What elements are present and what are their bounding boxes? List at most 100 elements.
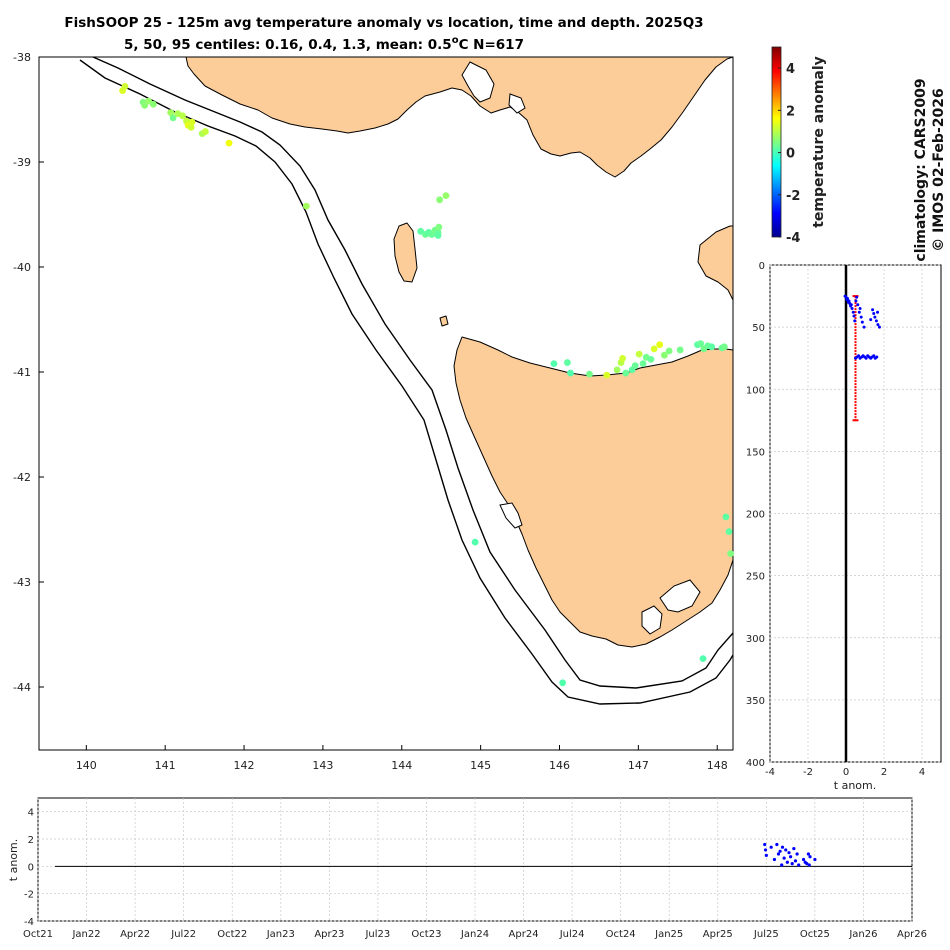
time-data-point	[797, 863, 801, 867]
map-data-point	[471, 538, 479, 546]
map-data-point	[550, 360, 558, 367]
depth-ytick-label: 250	[746, 572, 765, 583]
victoria-land	[185, 57, 733, 178]
map-data-point	[665, 347, 673, 355]
map-ytick-label: -42	[13, 471, 31, 484]
depth-ytick-label: 200	[746, 510, 765, 521]
depth-profile-panel: -4 -2 0 2 4 0 50 100 150 200 250 300 350 400 t anom.	[746, 261, 942, 792]
time-data-point	[792, 846, 796, 851]
depth-data-point	[859, 315, 863, 319]
depth-data-point	[855, 295, 859, 299]
map-data-point	[631, 362, 639, 370]
time-ytick-label: -2	[24, 890, 34, 901]
time-xtick-label: Oct21	[23, 929, 53, 940]
map-data-point	[676, 346, 684, 354]
time-xtick-label: Jul25	[753, 929, 779, 940]
time-series-panel: Oct21 Jan22 Apr22 Jul22 Oct22 Jan23 Apr23 Jul23…	[7, 797, 927, 940]
map-data-point	[436, 196, 444, 204]
chart-title-line1: FishSOOP 25 - 125m avg temperature anoma…	[64, 15, 703, 31]
colorbar-label: temperature anomaly	[811, 56, 827, 228]
depth-data-point	[862, 325, 866, 329]
chart-title-centiles: 5, 50, 95 centiles: 0.16, 0.4, 1.3, mean…	[124, 37, 452, 53]
time-data-point	[789, 855, 793, 859]
map-data-point	[302, 202, 310, 210]
time-data-point	[790, 862, 794, 866]
depth-ytick-label: 0	[759, 261, 765, 272]
map-data-point	[442, 192, 450, 200]
time-data-point	[769, 845, 773, 849]
map-ytick-label: -41	[13, 366, 31, 379]
time-xtick-label: Jan26	[848, 929, 877, 940]
chart-title-line2: 5, 50, 95 centiles: 0.16, 0.4, 1.3, mean…	[124, 35, 524, 53]
map-frame	[38, 56, 734, 751]
time-xtick-label: Oct22	[217, 929, 247, 940]
map-xtick-label: 146	[549, 759, 570, 772]
colorbar: -4 -2 0 2 4 temperature anomaly	[771, 46, 827, 246]
map-axes: 140 141 142 143 144 145 146 147 148 -38 -39 -40 -41 -…	[13, 51, 728, 772]
map-xtick-label: 144	[391, 759, 412, 772]
depth-ytick-label: 50	[752, 323, 765, 334]
time-xtick-label: Oct25	[800, 929, 830, 940]
depth-data-point	[872, 311, 876, 315]
storm-bay	[659, 579, 701, 613]
time-data-point	[806, 852, 811, 856]
map-data-point	[149, 100, 157, 108]
time-data-point	[805, 862, 809, 866]
time-xtick-label: Apr23	[314, 929, 344, 940]
map-data-point	[563, 359, 571, 366]
map-data-point	[619, 354, 626, 362]
western-port	[508, 93, 526, 114]
depth-profile-marks	[843, 265, 881, 762]
depth-xtick-label: 4	[919, 767, 925, 778]
time-series-marks	[55, 842, 912, 867]
map-data-point	[567, 369, 574, 377]
map-data-point	[708, 343, 716, 351]
isobath-200m	[92, 57, 733, 689]
depth-data-point	[876, 323, 880, 327]
depth-ytick-label: 350	[746, 696, 765, 707]
time-xtick-label: Jul22	[170, 929, 196, 940]
map-data-point	[639, 360, 647, 367]
depth-data-point	[877, 325, 881, 329]
map-xtick-label: 145	[470, 759, 491, 772]
map-data-point	[167, 109, 175, 117]
time-xtick-label: Oct24	[606, 929, 636, 940]
map-data-point	[586, 370, 593, 378]
map-data-point	[635, 350, 643, 358]
map-data-point	[188, 118, 196, 126]
chart-title-degree-sup: o	[452, 35, 459, 46]
dentrecasteaux-channel	[641, 605, 663, 635]
time-xtick-label: Jan25	[654, 929, 683, 940]
depth-data-point	[847, 299, 851, 303]
time-data-point	[807, 863, 811, 867]
map-data-point	[613, 366, 621, 374]
depth-xtick-label: 0	[843, 767, 849, 778]
depth-data-point	[872, 354, 876, 358]
depth-ytick-label: 400	[746, 758, 765, 769]
map-data-point	[169, 114, 177, 122]
map-xtick-label: 143	[312, 759, 333, 772]
time-data-point	[801, 857, 806, 862]
map-data-point	[622, 369, 630, 377]
depth-data-point	[875, 355, 879, 359]
time-data-point	[763, 842, 767, 847]
map-data-point	[179, 112, 186, 120]
map-points	[119, 83, 735, 687]
map-data-point	[699, 655, 707, 663]
macquarie-harbour	[499, 502, 523, 529]
colorbar-ticks: -4 -2 0 2 4	[778, 62, 800, 246]
time-data-point	[776, 852, 781, 856]
depth-data-point	[852, 314, 856, 318]
map-panel: 140 141 142 143 144 145 146 147 148 -38 -39 -40 -41 -…	[13, 51, 735, 772]
depth-ytick-label: 150	[746, 447, 765, 458]
depth-data-point	[856, 303, 860, 307]
map-xtick-label: 142	[234, 759, 255, 772]
time-data-point	[764, 853, 768, 858]
time-xtick-label: Jan22	[71, 929, 100, 940]
depth-data-point	[876, 310, 880, 314]
depth-xtick-label: 2	[881, 767, 887, 778]
map-xtick-label: 147	[628, 759, 649, 772]
time-xtick-label: Jul23	[364, 929, 390, 940]
depth-profile-xlabel: t anom.	[834, 779, 876, 792]
